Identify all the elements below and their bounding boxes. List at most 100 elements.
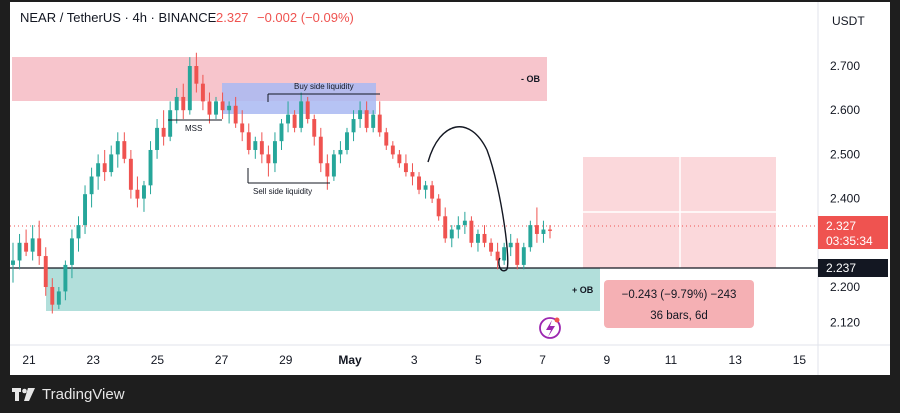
projection-curve[interactable] [427,126,509,272]
sell-liquidity-label: Sell side liquidity [253,187,312,196]
candle-body [318,136,323,164]
candle-body [102,163,107,173]
candle-body [482,233,487,243]
candle-body [161,127,166,137]
countdown-label: 03:35:34 [826,234,873,248]
buy-side-liquidity-zone[interactable] [222,83,376,114]
candle-body [305,101,310,120]
candle-body [345,132,349,150]
candle-body [338,149,343,155]
candle-body [43,256,48,287]
candle-body [194,66,199,84]
candle-body [495,251,500,261]
candle-body [122,141,127,159]
x-tick-label: 29 [279,353,293,367]
candle-body [272,141,277,164]
candle-body [534,225,539,234]
candle-body [174,96,179,111]
y-tick-label: 2.400 [830,192,860,206]
x-tick-label: 15 [793,353,807,367]
candle-body [351,119,356,133]
candle-body [17,242,22,261]
candle-body [30,238,35,252]
candle-body [364,110,369,128]
candle-body [390,145,395,155]
x-tick-label: 9 [603,353,610,367]
candle-body [410,172,415,177]
candle-body [109,154,114,173]
candle-body [266,154,271,164]
candle-body [37,238,42,257]
tradingview-logo-icon [12,387,35,401]
candle-body [187,66,192,111]
y-tick-label: 2.600 [830,103,860,117]
symbol-title[interactable]: NEAR / TetherUS · 4h · BINANCE [20,10,217,25]
support-price-badge [818,259,888,277]
candle-body [377,114,382,133]
measure-change: −0.243 (−9.79%) −243 [622,289,737,301]
lightning-icon[interactable] [539,317,561,339]
candle-body [128,158,133,190]
candle-body [528,225,533,248]
x-tick-label: 7 [539,353,546,367]
candle-body [220,101,225,111]
price-axis-panel [818,2,890,345]
time-axis-panel [10,345,890,375]
candle-body [227,105,232,111]
x-tick-label: 27 [215,353,229,367]
candle-body [456,225,461,230]
last-price-badge-value: 2.327 [826,219,856,233]
x-tick-label: 13 [729,353,743,367]
x-tick-label: 25 [151,353,165,367]
x-axis-ticks: 21 23 25 27 29 May 3 5 7 9 11 13 15 [22,353,806,367]
candle-body [502,247,507,261]
candle-body [69,238,74,265]
candle-body [96,163,101,177]
candle-body [371,114,376,128]
candle-body [24,242,29,252]
price-chart[interactable]: MSS Buy side liquidity Sell side liquidi… [0,0,900,378]
x-tick-label: May [338,353,362,367]
candle-body [214,101,218,115]
candle-body [11,260,15,265]
candle-body [63,264,68,292]
minus-ob-label: - OB [521,74,540,84]
candle-body [384,132,389,146]
y-tick-label: 2.200 [830,280,860,294]
candle-body [246,132,251,150]
candle-body [423,185,428,190]
candle-body [286,114,291,124]
candle-body [436,198,441,217]
candle-body [253,141,258,150]
candle-body [508,242,513,248]
last-price-badge [818,216,888,249]
plus-ob-zone[interactable] [46,268,600,311]
candle-body [76,225,81,239]
candle-body [240,123,245,133]
measure-box [604,280,754,328]
change-header: −0.002 (−0.09%) [257,10,354,25]
y-tick-label: 2.700 [830,59,860,73]
candle-body [56,291,61,305]
candle-body [475,233,480,243]
candle-body [358,110,363,120]
candle-body [292,114,297,128]
candle-body [83,194,88,226]
candle-body [148,149,153,186]
tradingview-logo[interactable]: TradingView [12,386,125,403]
candle-body [541,229,546,234]
candle-body [331,154,336,177]
candle-body [449,229,454,239]
support-price-label: 2.237 [826,261,856,275]
mss-label: MSS [185,124,202,133]
candle-body [50,287,55,305]
tradingview-brand: TradingView [42,386,125,403]
candle-body [489,242,494,252]
candle-body [279,123,284,142]
y-axis-ticks: 2.700 2.600 2.500 2.400 2.200 2.120 [830,59,860,329]
candle-body [430,185,435,199]
candle-body [207,101,212,115]
candle-body [200,83,205,102]
candle-body [135,189,140,199]
x-tick-label: 3 [411,353,418,367]
